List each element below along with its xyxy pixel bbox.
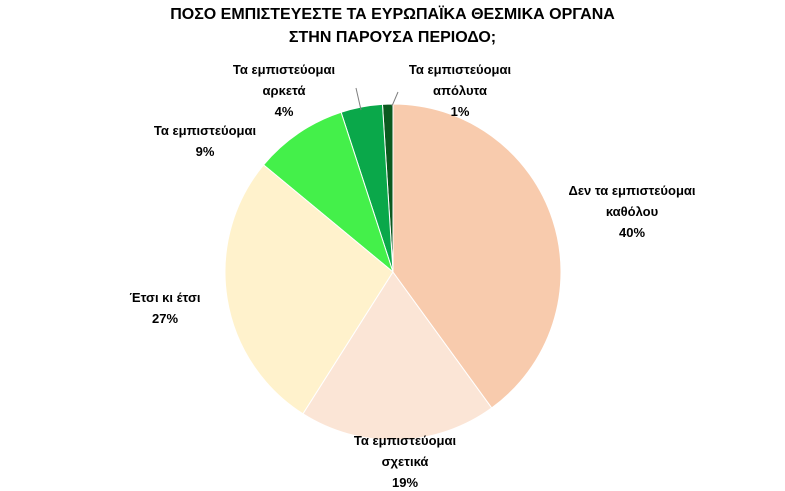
value-label: 19% [391, 475, 419, 490]
category-label: Τα εμπιστεύομαι [153, 123, 257, 138]
leader-line [391, 91, 399, 107]
data-label: Τα εμπιστεύομαι 9% [140, 120, 270, 162]
data-label: Τα εμπιστεύομαι απόλυτα 1% [395, 59, 525, 122]
chart-title: ΠΟΣΟ ΕΜΠΙΣΤΕΥΕΣΤΕ ΤΑ ΕΥΡΩΠΑΪΚΑ ΘΕΣΜΙΚΑ Ο… [170, 6, 615, 23]
data-label: Έτσι κι έτσι 27% [105, 287, 225, 329]
data-label: Δεν τα εμπιστεύομαι καθόλου 40% [552, 180, 712, 243]
value-label: 40% [618, 225, 646, 240]
pie-slice [392, 103, 562, 409]
data-label: Τα εμπιστεύομαι σχετικά 19% [335, 430, 475, 491]
category-label: Τα εμπιστεύομαι σχετικά [353, 433, 457, 469]
category-label: Τα εμπιστεύομαι απόλυτα [408, 62, 512, 98]
pie-slice [302, 271, 493, 441]
category-label: Δεν τα εμπιστεύομαι καθόλου [568, 183, 696, 219]
value-label: 4% [274, 104, 294, 119]
value-label: 9% [195, 144, 215, 159]
data-label: Τα εμπιστεύομαι αρκετά 4% [229, 59, 339, 122]
pie-slice [224, 164, 394, 415]
value-label: 27% [151, 311, 179, 326]
value-label: 1% [450, 104, 470, 119]
category-label: Τα εμπιστεύομαι αρκετά [232, 62, 336, 98]
category-label: Έτσι κι έτσι [129, 290, 201, 305]
pie-slice [262, 111, 395, 274]
chart-title: ΣΤΗΝ ΠΑΡΟΥΣΑ ΠΕΡΙΟΔΟ; [288, 29, 497, 46]
leader-line [355, 87, 362, 111]
